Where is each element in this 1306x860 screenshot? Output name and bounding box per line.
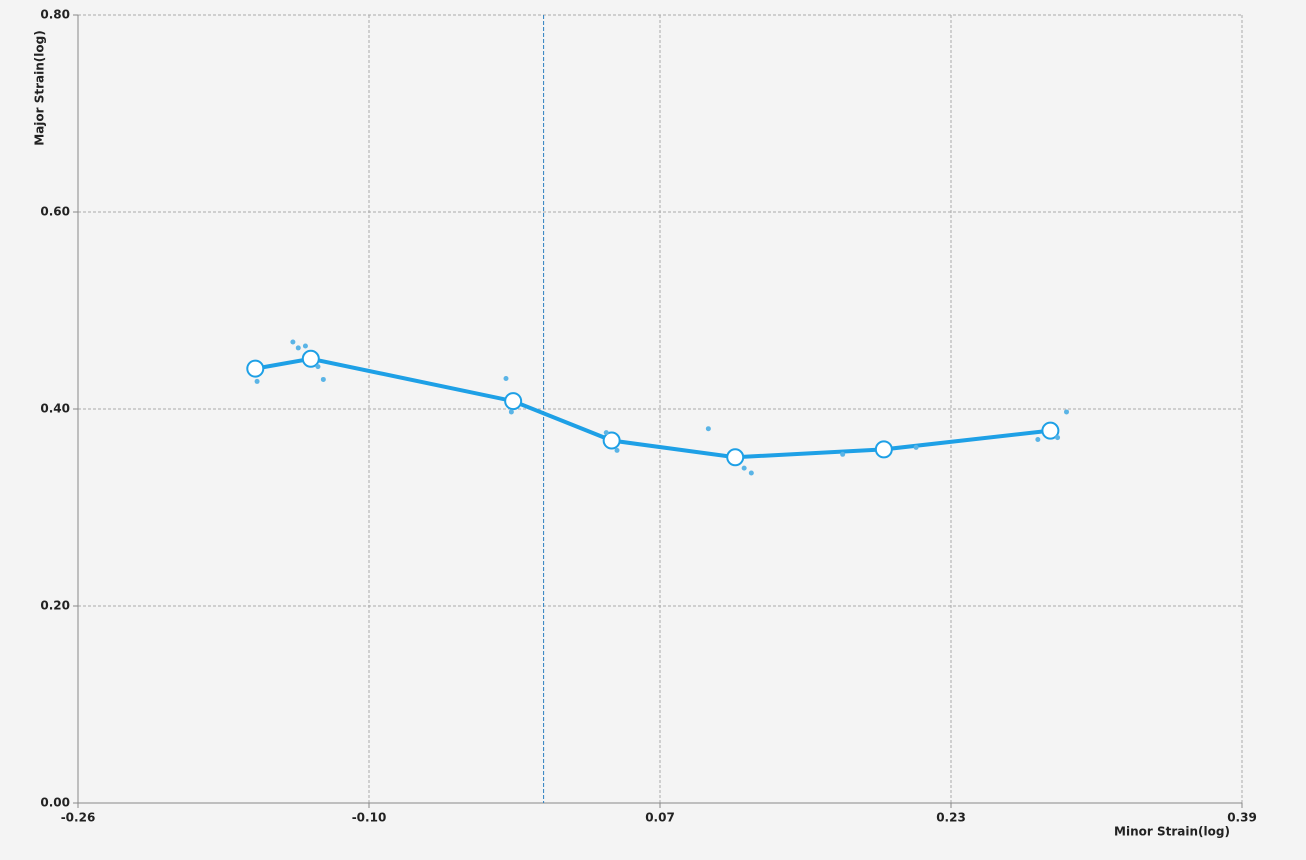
scatter-point	[603, 430, 609, 436]
x-tick-label: -0.10	[352, 811, 387, 825]
x-axis-title: Minor Strain(log)	[1114, 825, 1230, 839]
y-tick-label: 0.80	[40, 8, 70, 22]
scatter-point	[1055, 435, 1061, 441]
scatter-point	[290, 339, 296, 345]
y-axis-title: Major Strain(log)	[33, 30, 47, 145]
scatter-point	[741, 465, 747, 471]
scatter-point	[1035, 437, 1041, 443]
y-tick-label: 0.00	[40, 796, 70, 810]
point	[874, 440, 893, 459]
x-tick-label: 0.23	[936, 811, 966, 825]
x-tick-label: 0.39	[1227, 811, 1257, 825]
scatter-point	[913, 444, 919, 450]
point	[602, 431, 621, 450]
scatter-point	[1064, 409, 1070, 415]
scatter-point	[302, 343, 308, 349]
point	[1041, 421, 1060, 440]
scatter-point	[503, 375, 509, 381]
scatter-point	[614, 447, 620, 453]
scatter-point	[508, 409, 514, 415]
x-tick-label: 0.07	[645, 811, 675, 825]
scatter-point	[840, 451, 846, 457]
y-tick-label: 0.20	[40, 599, 70, 613]
scatter-point	[254, 378, 260, 384]
y-tick-label: 0.40	[40, 402, 70, 416]
scatter-point	[705, 426, 711, 432]
point	[301, 349, 320, 368]
point	[246, 359, 265, 378]
point	[726, 448, 745, 467]
scatter-point	[295, 345, 301, 351]
x-tick-label: -0.26	[61, 811, 96, 825]
point	[504, 392, 523, 411]
scatter-point	[748, 470, 754, 476]
scatter-point	[315, 364, 321, 370]
y-tick-label: 0.60	[40, 205, 70, 219]
scatter-point	[320, 376, 326, 382]
